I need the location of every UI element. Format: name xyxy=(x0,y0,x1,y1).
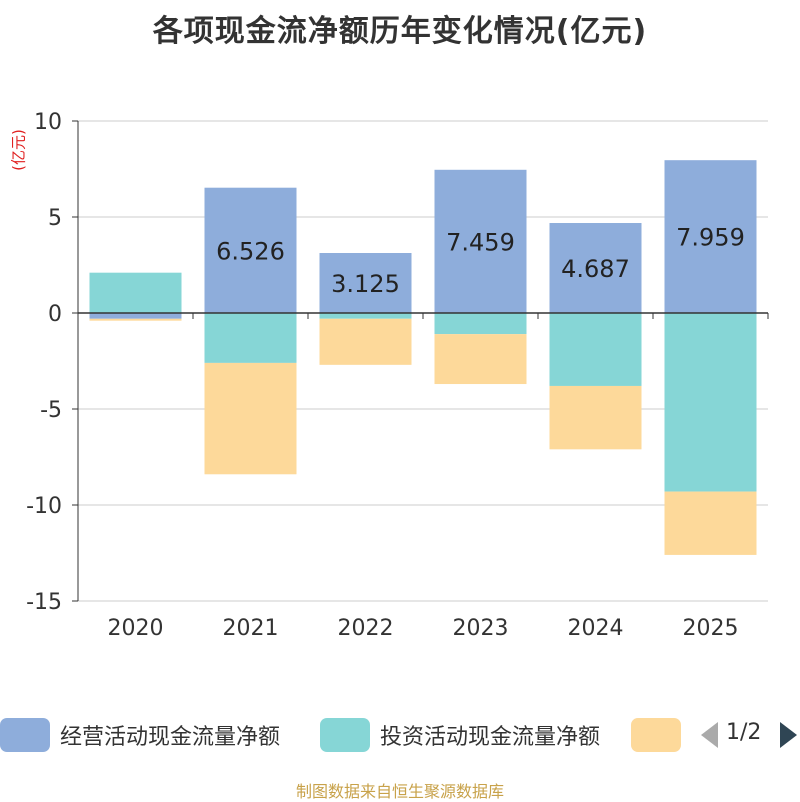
bar-label-2025: 7.959 xyxy=(676,224,745,252)
x-tick-label-2020: 2020 xyxy=(108,616,164,641)
bar-2020-series-1 xyxy=(89,272,182,313)
bar-2024-series-2 xyxy=(549,385,642,450)
bar-2025-series-2 xyxy=(664,491,757,555)
legend-item-operating[interactable]: 经营活动现金流量净额 xyxy=(0,717,280,753)
legend-page-indicator: 1/2 xyxy=(726,720,762,745)
source-note: 制图数据来自恒生聚源数据库 xyxy=(295,782,504,801)
bar-2024-series-0 xyxy=(549,223,642,313)
legend-item-third-series[interactable] xyxy=(631,717,691,753)
data-labels: 6.526 3.125 7.459 4.687 7.959 xyxy=(216,224,745,298)
axes: 10 5 0 -5 -10 -15 2020 2021 2022 2023 2024 2025 xyxy=(26,110,769,641)
bar-2021-series-2 xyxy=(204,362,297,475)
x-tick-label-2023: 2023 xyxy=(453,616,509,641)
bar-label-2022: 3.125 xyxy=(331,270,400,298)
legend-item-investing[interactable]: 投资活动现金流量净额 xyxy=(320,717,600,753)
legend-next-page-arrow-icon[interactable] xyxy=(780,722,797,748)
bar-2023-series-2 xyxy=(434,334,527,385)
y-tick-label: 10 xyxy=(34,110,62,135)
x-tick-label-2024: 2024 xyxy=(568,616,624,641)
y-tick-label: -5 xyxy=(40,398,62,423)
legend-label-operating: 经营活动现金流量净额 xyxy=(60,725,281,750)
bar-2022-series-2 xyxy=(319,318,412,365)
bar-2025-series-0 xyxy=(664,160,757,313)
bar-2025-series-1 xyxy=(664,313,757,492)
bar-2021-series-1 xyxy=(204,313,297,363)
x-tick-label-2025: 2025 xyxy=(683,616,739,641)
bar-label-2021: 6.526 xyxy=(216,237,285,265)
chart-title: 各项现金流净额历年变化情况(亿元) xyxy=(152,14,648,49)
bar-2020-series-0 xyxy=(89,313,182,319)
bars xyxy=(89,160,757,555)
legend-swatch-investing xyxy=(320,718,370,752)
bar-2022-series-0 xyxy=(319,253,412,313)
y-tick-label: -15 xyxy=(26,590,62,615)
legend-swatch-operating xyxy=(0,718,50,752)
legend: 经营活动现金流量净额 投资活动现金流量净额 1/2 xyxy=(0,712,800,758)
x-tick-label-2021: 2021 xyxy=(223,616,279,641)
y-tick-label: 0 xyxy=(48,302,62,327)
x-tick-label-2022: 2022 xyxy=(338,616,394,641)
legend-swatch-third-series xyxy=(631,718,681,752)
y-tick-label: -10 xyxy=(26,494,62,519)
bar-2022-series-1 xyxy=(319,313,412,319)
bar-label-2023: 7.459 xyxy=(446,228,515,256)
chart-plot: 10 5 0 -5 -10 -15 2020 2021 2022 2023 2024 2025 6.5… xyxy=(26,110,769,641)
y-tick-label: 5 xyxy=(48,206,62,231)
bar-2024-series-1 xyxy=(549,313,642,386)
bar-2020-series-2 xyxy=(89,318,182,321)
grid-lines xyxy=(78,120,768,602)
bar-2023-series-1 xyxy=(434,313,527,335)
legend-prev-page-arrow-icon[interactable] xyxy=(701,722,718,748)
bar-2021-series-0 xyxy=(204,187,297,313)
bar-label-2024: 4.687 xyxy=(561,255,630,283)
bar-2023-series-0 xyxy=(434,169,527,313)
legend-label-investing: 投资活动现金流量净额 xyxy=(380,725,601,750)
